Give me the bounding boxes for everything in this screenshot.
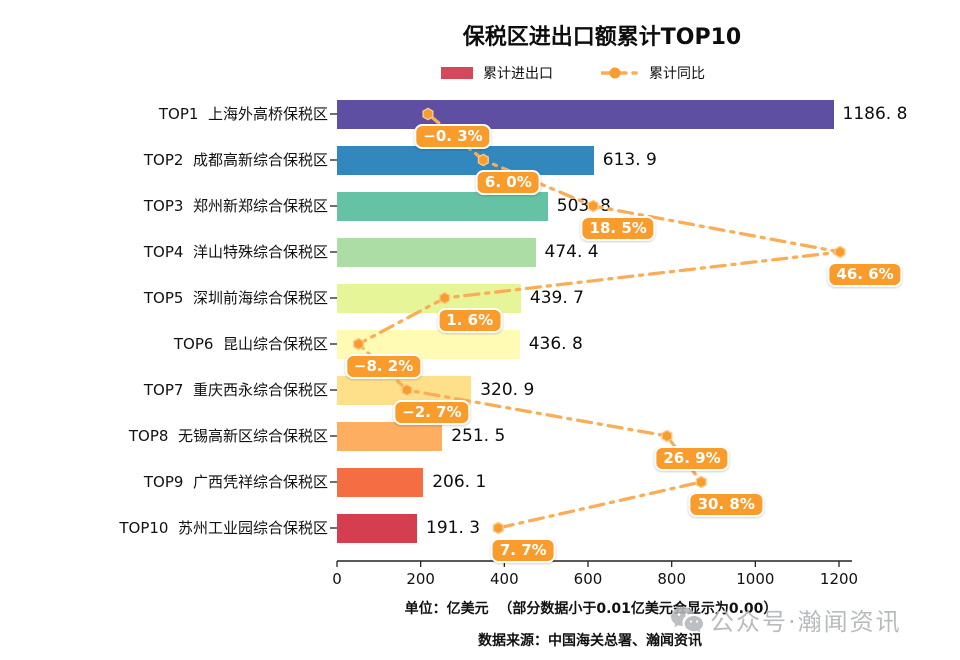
x-tick-label: 600: [573, 570, 603, 588]
yoy-badge: 7. 7%: [490, 538, 556, 563]
legend-label: 累计同比: [649, 66, 705, 82]
x-tick-label: 1000: [736, 570, 775, 588]
bar-value-label: 613. 9: [602, 150, 657, 170]
category-label: TOP1 上海外高桥保税区: [158, 105, 328, 123]
bar: [337, 191, 548, 221]
bar-value-label: 474. 4: [544, 242, 599, 262]
legend-label: 累计进出口: [483, 66, 553, 82]
category-label: TOP7 重庆西永综合保税区: [143, 381, 328, 399]
category-label: TOP10 苏州工业园综合保税区: [119, 519, 328, 537]
legend: 累计进出口 累计同比: [441, 63, 705, 83]
x-tick-label: 400: [490, 570, 519, 588]
yoy-badge: 18. 5%: [580, 216, 656, 241]
trend-point-marker: [492, 521, 504, 535]
data-source-note: 数据来源：中国海关总署、瀚闻资讯: [478, 633, 702, 649]
bar: [337, 513, 417, 543]
category-label: TOP8 无锡高新区综合保税区: [128, 427, 328, 445]
bar-value-label: 436. 8: [528, 334, 583, 354]
x-tick-label: 800: [657, 570, 686, 588]
yoy-badge: −2. 7%: [393, 400, 471, 425]
yoy-badge: 26. 9%: [654, 446, 730, 471]
yoy-badge: 6. 0%: [475, 170, 541, 195]
bar: [337, 467, 424, 497]
bar: [337, 237, 536, 267]
category-label: TOP3 郑州新郑综合保税区: [143, 197, 328, 215]
bar-value-label: 1186. 8: [842, 104, 908, 124]
yoy-badge: −0. 3%: [414, 124, 492, 149]
legend-item-line: 累计同比: [601, 63, 705, 83]
x-tick-label: 1200: [819, 570, 859, 588]
category-label: TOP5 深圳前海综合保税区: [143, 289, 328, 307]
bar: [337, 99, 834, 129]
legend-item-bar: 累计进出口: [441, 63, 553, 83]
category-label: TOP9 广西凭祥综合保税区: [143, 473, 328, 491]
bar-value-label: 251. 5: [451, 426, 506, 446]
x-tick-label: 200: [406, 570, 435, 588]
trend-point-marker: [834, 245, 846, 259]
category-label: TOP6 昆山综合保税区: [173, 335, 328, 353]
trend-point-marker: [695, 475, 707, 489]
bar-value-label: 503. 8: [556, 196, 611, 216]
category-label: TOP4 洋山特殊综合保税区: [143, 243, 328, 261]
bar-value-label: 439. 7: [529, 288, 584, 308]
yoy-badge: 1. 6%: [437, 308, 503, 333]
unit-note: 单位：亿美元 （部分数据小于0.01亿美元会显示为0.00）: [404, 601, 778, 617]
yoy-badge: 30. 8%: [688, 492, 764, 517]
bar: [337, 421, 443, 451]
trend-line: [355, 112, 841, 530]
yoy-badge: 46. 6%: [827, 262, 903, 287]
yoy-badge: −8. 2%: [344, 354, 423, 379]
x-tick-label: 0: [332, 570, 342, 588]
bar: [337, 145, 594, 175]
bar-value-label: 206. 1: [432, 472, 487, 492]
line-series-swatch-icon: [601, 67, 638, 79]
trend-point-marker: [661, 429, 673, 443]
bar-value-label: 320. 9: [480, 380, 535, 400]
bar-value-label: 191. 3: [426, 518, 481, 538]
bar-series-swatch: [441, 67, 473, 79]
category-label: TOP2 成都高新综合保税区: [143, 151, 328, 169]
page-title: 保税区进出口额累计TOP10: [462, 25, 742, 50]
